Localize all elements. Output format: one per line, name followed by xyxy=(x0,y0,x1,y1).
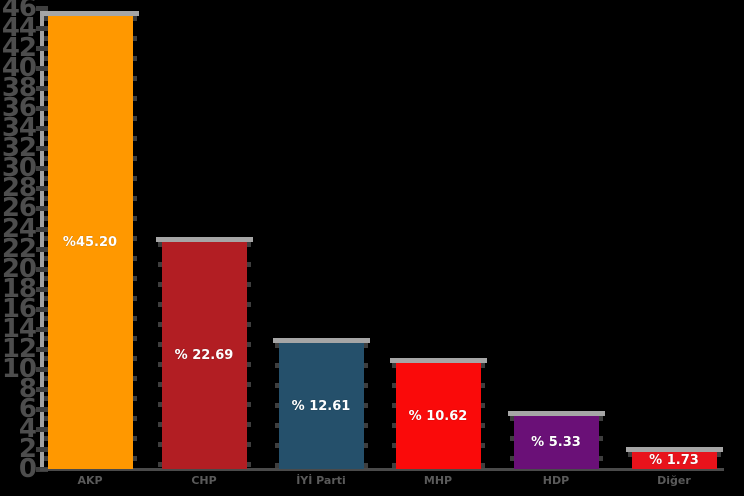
y-tick xyxy=(36,406,48,412)
bar-value-label: %45.20 xyxy=(62,235,118,250)
bar-cap xyxy=(155,237,253,242)
y-tick xyxy=(36,26,48,32)
x-category-label-hdp: HDP xyxy=(542,474,570,487)
x-category-label-chp: CHP xyxy=(191,474,217,487)
y-tick xyxy=(36,46,48,52)
y-tick-label: 24 xyxy=(1,213,36,244)
x-category-label-akp: AKP xyxy=(77,474,103,487)
bar-cap xyxy=(272,338,370,343)
y-tick xyxy=(36,86,48,92)
y-tick-label: 0 xyxy=(18,454,36,484)
y-tick xyxy=(36,146,48,152)
y-tick-label: 26 xyxy=(1,193,36,224)
y-tick xyxy=(36,246,48,252)
y-tick-label: 4 xyxy=(18,413,36,444)
x-category-label-mhp: MHP xyxy=(423,474,453,487)
y-tick xyxy=(36,226,48,232)
y-tick-label: 36 xyxy=(1,93,36,124)
bar-value-label: % 22.69 xyxy=(174,348,234,363)
bar-cap xyxy=(41,11,139,16)
y-tick-label: 20 xyxy=(1,253,36,284)
y-tick-label: 46 xyxy=(1,0,36,24)
y-tick xyxy=(36,306,48,312)
bar-edge-dashes-right xyxy=(716,452,721,469)
bar-akp: %45.20 xyxy=(41,11,139,469)
y-tick xyxy=(36,106,48,112)
bar-value-label: % 12.61 xyxy=(291,398,351,414)
bar-edge-dashes-left xyxy=(627,452,632,469)
bar-edge-dashes-left xyxy=(391,363,396,469)
y-tick-label: 28 xyxy=(1,173,36,204)
y-tick-label: 10 xyxy=(1,353,36,384)
y-tick-label: 2 xyxy=(18,433,36,464)
y-tick xyxy=(36,346,48,352)
y-tick-label: 22 xyxy=(1,233,36,264)
y-tick-label: 16 xyxy=(1,293,36,324)
y-tick-label: 32 xyxy=(1,133,36,164)
y-tick-label: 18 xyxy=(1,273,36,304)
x-axis xyxy=(40,468,724,471)
y-tick xyxy=(36,386,48,392)
y-tick xyxy=(36,286,48,292)
bar-edge-dashes-left xyxy=(274,343,279,469)
bar-chp: % 22.69 xyxy=(155,237,253,469)
y-tick-label: 30 xyxy=(1,153,36,184)
y-tick xyxy=(36,326,48,332)
y-tick xyxy=(36,206,48,212)
y-tick xyxy=(36,66,48,72)
bar-edge-dashes-left xyxy=(509,416,514,469)
bar-edge-dashes-right xyxy=(598,416,603,469)
x-category-label-di-er: Diğer xyxy=(657,474,691,487)
x-category-label-i-yi-parti: İYİ Parti xyxy=(296,474,346,487)
y-tick xyxy=(36,426,48,432)
bar-edge-dashes-right xyxy=(363,343,368,469)
y-tick-label: 40 xyxy=(1,53,36,84)
bar-cap xyxy=(389,358,487,363)
bar-edge-dashes-right xyxy=(480,363,485,469)
bar-i-yi-parti: % 12.61 xyxy=(272,338,370,469)
bar-di-er: % 1.73 xyxy=(625,447,723,469)
y-tick-label: 8 xyxy=(18,373,36,404)
y-axis xyxy=(40,8,44,469)
bar-edge-dashes-right xyxy=(246,242,251,469)
bar-cap xyxy=(507,411,605,416)
y-tick-label: 12 xyxy=(1,333,36,364)
y-tick-label: 38 xyxy=(1,73,36,104)
y-tick xyxy=(36,266,48,272)
y-tick xyxy=(36,6,48,12)
bar-edge-dashes-right xyxy=(132,16,137,469)
y-tick-label: 14 xyxy=(1,313,36,344)
y-tick-label: 44 xyxy=(1,13,36,44)
bar-value-label: % 10.62 xyxy=(408,408,468,424)
y-tick xyxy=(36,186,48,192)
bar-edge-dashes-left xyxy=(43,16,48,469)
y-tick xyxy=(36,366,48,372)
bar-cap xyxy=(625,447,723,452)
bar-value-label: % 1.73 xyxy=(649,453,699,468)
y-tick-label: 42 xyxy=(1,33,36,64)
y-tick xyxy=(36,126,48,132)
bar-mhp: % 10.62 xyxy=(389,358,487,469)
y-tick xyxy=(36,166,48,172)
y-tick xyxy=(36,446,48,452)
bar-hdp: % 5.33 xyxy=(507,411,605,469)
y-tick-label: 6 xyxy=(18,393,36,424)
y-tick-label: 34 xyxy=(1,113,36,144)
bar-value-label: % 5.33 xyxy=(531,435,581,450)
bar-edge-dashes-left xyxy=(157,242,162,469)
